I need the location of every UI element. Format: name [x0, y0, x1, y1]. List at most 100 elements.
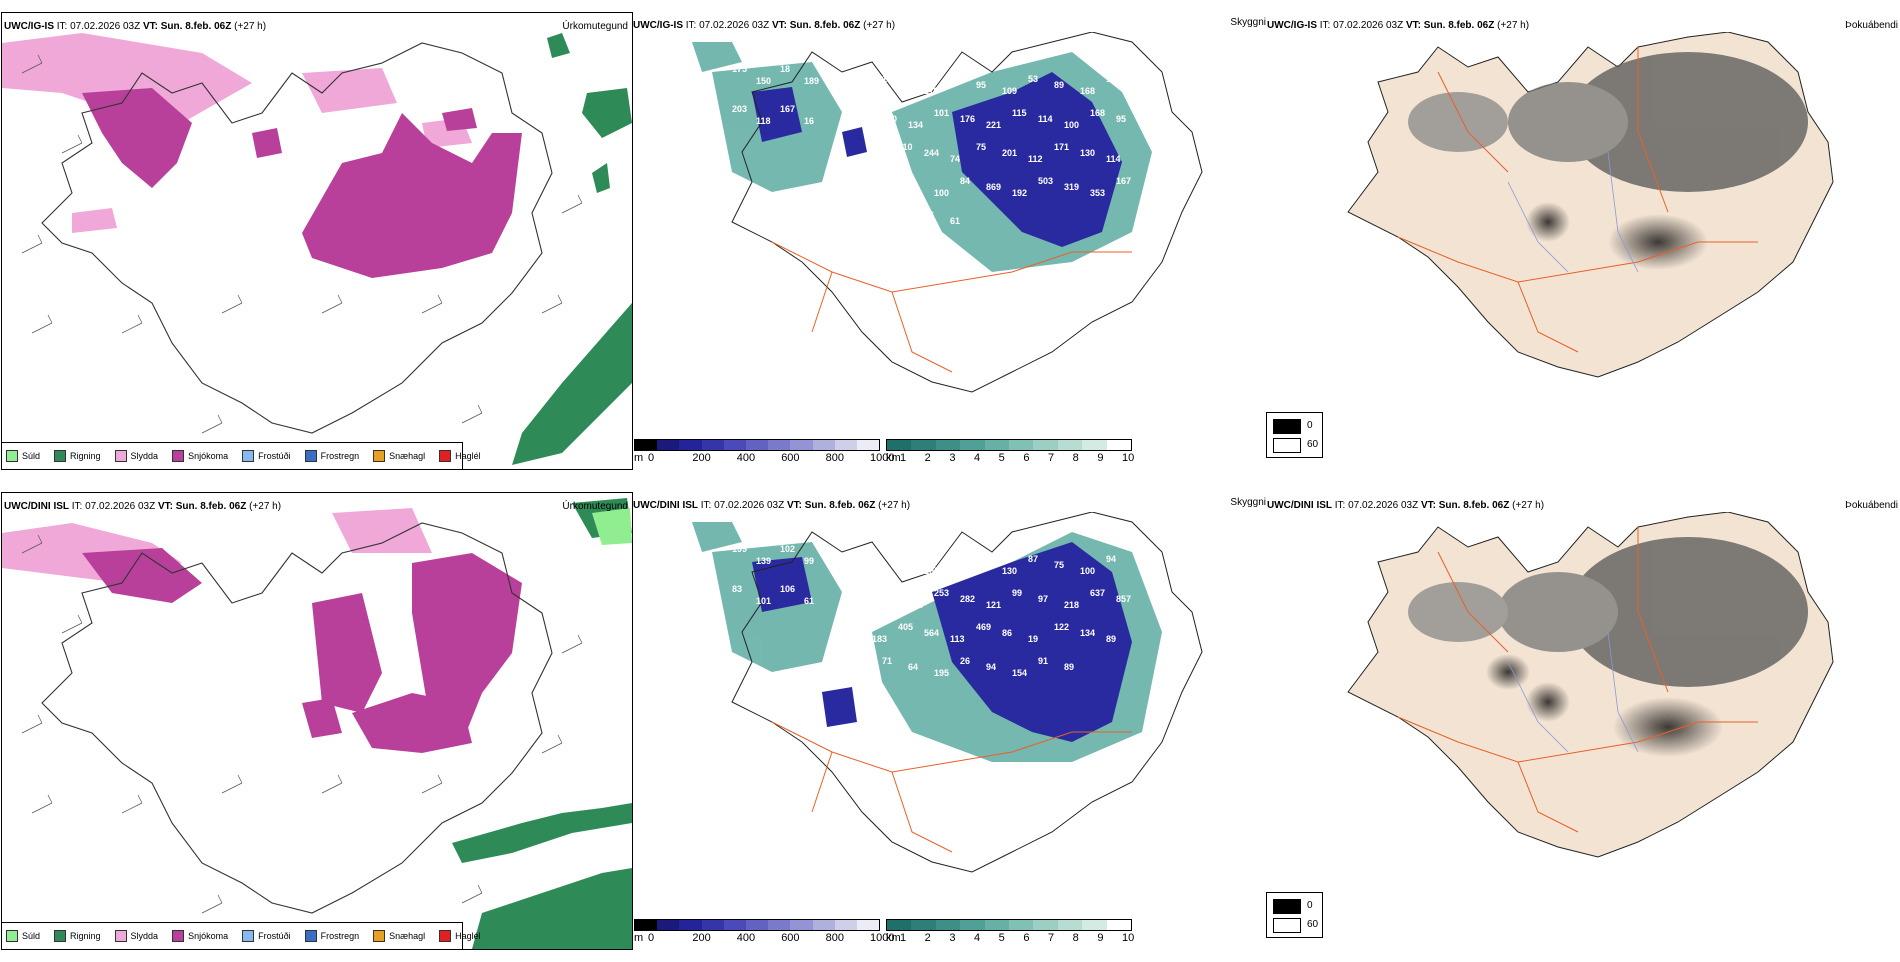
drizzle-areas	[592, 508, 632, 545]
precip-type-map-frame: UWC/IG-IS IT: 07.02.2026 03Z VT: Sun. 8.…	[1, 12, 633, 470]
ceiling-tick: 200	[692, 452, 711, 464]
legend-item: Haglél	[439, 450, 481, 462]
legend-item: Snæhagl	[373, 930, 425, 942]
cloud-map: 175 150 18 189 203 118 167 16 121 40 119 78 95 109 53 8…	[692, 32, 1203, 393]
visibility-value: 111	[898, 222, 912, 232]
wind-barbs	[21, 54, 583, 434]
legend-label: Haglél	[455, 931, 481, 941]
legend-label: Snæhagl	[389, 931, 426, 941]
fog-map	[1347, 512, 1834, 858]
visibility-color-step	[960, 920, 985, 930]
visibility-tick: 7	[1048, 932, 1055, 944]
visibility-value: 107	[924, 566, 939, 576]
snow-areas	[82, 88, 522, 278]
ceiling-color-step	[745, 920, 769, 930]
legend-label: Rigning	[70, 451, 101, 461]
visibility-value: 109	[1002, 86, 1017, 96]
visibility-value: 203	[732, 104, 747, 114]
ceiling-color-step	[745, 440, 769, 450]
legend-swatch	[304, 930, 317, 942]
legend-label: Snæhagl	[389, 451, 426, 461]
cloud-panel-bottom: UWC/DINI ISL IT: 07.02.2026 03Z VT: Sun.…	[632, 492, 1323, 950]
visibility-value: 95	[1116, 114, 1126, 124]
visibility-value: 857	[1116, 594, 1131, 604]
ceiling-color-step	[856, 920, 880, 930]
legend-swatch	[439, 930, 452, 942]
fog-shading	[1408, 537, 1808, 757]
ceiling-tick: 600	[781, 452, 800, 464]
fog-legend-60-swatch	[1273, 918, 1301, 933]
visibility-value: 319	[1064, 182, 1079, 192]
legend-label: Haglél	[455, 451, 481, 461]
visibility-value: 89	[1054, 80, 1064, 90]
ceiling-tick: 400	[736, 452, 756, 464]
legend-item: Rigning	[54, 450, 101, 462]
visibility-color-step	[911, 440, 936, 450]
legend-item: Frostregn	[304, 930, 359, 942]
visibility-colorbar-labels: km 1 2 3 4 5 6 7 8 9 10	[886, 932, 1136, 946]
visibility-tick: 3	[949, 452, 956, 464]
visibility-color-step	[1082, 920, 1107, 930]
legend-item: Snæhagl	[373, 450, 425, 462]
visibility-numbers: 175 150 18 189 203 118 167 16 121 40 119 78 95 109 53 8…	[732, 64, 1131, 232]
legend-item: Snjókoma	[172, 930, 228, 942]
ceiling-color-step	[635, 920, 658, 930]
visibility-value: 131	[872, 154, 887, 164]
visibility-value: 104	[908, 600, 923, 610]
ceiling-color-step	[701, 920, 724, 930]
visibility-value: 40	[898, 80, 908, 90]
visibility-color-step	[887, 920, 912, 930]
panel-title: UWC/DINI ISL IT: 07.02.2026 03Z VT: Sun.…	[1267, 500, 1545, 511]
legend-label: Slydda	[130, 451, 159, 461]
coastline	[731, 512, 1203, 873]
visibility-color-step	[1106, 920, 1132, 930]
visibility-value: 16	[924, 210, 934, 220]
visibility-value: 114	[1038, 114, 1053, 124]
legend-swatch	[439, 450, 452, 462]
visibility-tick: 10	[1122, 452, 1135, 464]
visibility-value: 218	[1064, 600, 1079, 610]
visibility-tick: 6	[1023, 452, 1030, 464]
fog-legend-0-swatch	[1273, 419, 1301, 434]
precip-legend-items: Súld Rigning Slydda Snjókoma Frostúði Frostre…	[6, 447, 481, 465]
visibility-color-step	[1057, 440, 1083, 450]
visibility-value: 121	[872, 74, 887, 84]
fog-map	[1347, 32, 1834, 378]
cloud-map: 199 139 102 99 83 101 106 61 89 151 107 86 140 130 87 7…	[692, 512, 1203, 873]
visibility-value: 266	[882, 176, 897, 186]
visibility-value: 106	[780, 584, 795, 594]
visibility-value: 110	[898, 142, 913, 152]
visibility-color-step	[1009, 920, 1034, 930]
visibility-value: 100	[1064, 120, 1079, 130]
coastline	[731, 32, 1203, 393]
visibility-value: 168	[1080, 86, 1095, 96]
visibility-value: 99	[804, 556, 814, 566]
legend-label: Súld	[22, 451, 41, 461]
visibility-value: 128	[1106, 74, 1121, 84]
visibility-value: 221	[986, 120, 1001, 130]
bottom-row: UWC/DINI ISL IT: 07.02.2026 03Z VT: Sun.…	[0, 492, 1900, 962]
legend-label: Snjókoma	[188, 931, 229, 941]
legend-label: Súld	[22, 931, 41, 941]
visibility-value: 183	[872, 634, 887, 644]
visibility-color-step	[960, 440, 985, 450]
visibility-value: 89	[872, 554, 882, 564]
visibility-value: 78	[950, 74, 960, 84]
panel-title: UWC/DINI ISL IT: 07.02.2026 03Z VT: Sun.…	[4, 501, 282, 512]
ceiling-color-step	[679, 440, 702, 450]
fog-panel-top: UWC/IG-IS IT: 07.02.2026 03Z VT: Sun. 8.…	[1267, 12, 1900, 470]
sleet-areas	[2, 508, 432, 583]
visibility-value: 151	[898, 560, 913, 570]
ceiling-tick: 600	[781, 932, 800, 944]
visibility-value: 89	[1064, 662, 1074, 672]
legend-item: Frostregn	[304, 450, 360, 462]
visibility-tick: 1	[900, 452, 907, 464]
precip-type-panel-top: UWC/IG-IS IT: 07.02.2026 03Z VT: Sun. 8.…	[0, 12, 633, 470]
panel-title: UWC/IG-IS IT: 07.02.2026 03Z VT: Sun. 8.…	[633, 20, 896, 31]
ceiling-color-step	[812, 440, 835, 450]
precip-legend: Súld Rigning Slydda Snjókoma Frostúði Frostre…	[2, 442, 481, 469]
legend-swatch	[6, 930, 18, 942]
legend-label: Frostregn	[320, 451, 360, 461]
visibility-value: 64	[908, 662, 918, 672]
visibility-value: 869	[986, 182, 1001, 192]
